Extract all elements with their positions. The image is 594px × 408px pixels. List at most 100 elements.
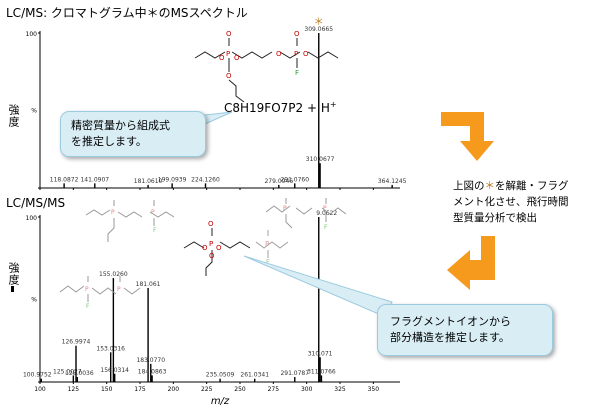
svg-text:F: F (295, 69, 299, 77)
y-tick-label-percent: % (31, 297, 37, 304)
svg-text:O: O (216, 244, 222, 252)
peak-label: 155.0260 (99, 271, 128, 278)
molecule-structure-gray-lower (59, 276, 141, 302)
peak-label: 261.0341 (240, 372, 269, 379)
molecule-structure-gray-right (265, 198, 347, 229)
peak-label: 184.0863 (138, 368, 167, 375)
y-tick-label-100: 100 (26, 215, 38, 222)
asterisk-marker: ＊ (484, 180, 496, 192)
molecule-structure-gray-left (85, 200, 175, 242)
x-tick-label: 350 (368, 386, 380, 393)
peak-label: 311.0766 (307, 368, 336, 375)
x-tick-label: 175 (134, 386, 146, 393)
svg-text:O: O (226, 30, 232, 38)
peak-label: 141.0907 (80, 176, 109, 183)
peak-label: 181.0610 (134, 178, 163, 185)
svg-text:P: P (151, 209, 155, 216)
arrow-left-icon (447, 236, 495, 290)
svg-text:O: O (276, 50, 282, 58)
svg-text:P: P (294, 50, 298, 58)
formula-text: C8H19FO7P2 + H (224, 101, 330, 115)
peak-asterisk-marker: ＊ (314, 17, 324, 28)
peak-label: 309.0665 (304, 26, 333, 33)
svg-text:P: P (111, 209, 115, 216)
peak-label: 224.1260 (191, 176, 220, 183)
y-tick-label-100: 100 (26, 31, 38, 38)
chart-title-msms: LC/MS/MS (6, 196, 66, 210)
svg-text:O: O (202, 244, 208, 252)
peak-label: 183.0770 (136, 357, 165, 364)
svg-text:P: P (117, 286, 121, 293)
description-line-2: メント化させ、飛行時間 (453, 196, 569, 208)
svg-text:F: F (153, 227, 157, 234)
x-tick-label: 300 (301, 386, 313, 393)
svg-text:O: O (226, 72, 232, 80)
x-tick-label: 100 (34, 386, 46, 393)
peak-label: 291.0760 (280, 176, 309, 183)
svg-text:O: O (219, 54, 225, 62)
x-tick-label: 200 (168, 386, 180, 393)
x-tick-label: 125 (68, 386, 80, 393)
x-tick-label: 225 (201, 386, 213, 393)
y-axis-label-top: 強度 (7, 104, 20, 128)
peak-label: 9.0622 (316, 210, 337, 217)
workflow-description: 上図の＊を解離・フラグ メント化させ、飛行時間 型質量分析で検出 (453, 178, 593, 226)
peak-label: 126.9974 (62, 339, 91, 346)
molecule-atoms-gray-lower: P P F (85, 286, 121, 310)
svg-text:P: P (323, 205, 327, 212)
x-axis-label: m/z (211, 396, 230, 407)
y-tick-label-percent: % (31, 108, 37, 115)
peak-label: 125.0027 (53, 368, 82, 375)
peak-label: 153.0316 (96, 345, 125, 352)
peak-label: 118.0872 (50, 176, 79, 183)
x-tick-label: 250 (234, 386, 246, 393)
arrow-down-icon (441, 112, 494, 161)
peak-label: 310.071 (308, 350, 333, 357)
spectrum-bottom: 100% 100 125 150 175 200 225 250 275 300 325 350 100… (23, 210, 400, 407)
peak-label: 156.0314 (100, 367, 129, 374)
peak-label: 128.0036 (65, 370, 94, 377)
molecule-structure-fragment-gray (255, 230, 289, 258)
x-tick-label: 150 (101, 386, 113, 393)
callout-top-line-1: 精密質量から組成式 (71, 119, 170, 132)
svg-text:O: O (234, 54, 240, 62)
svg-text:P: P (265, 240, 269, 248)
molecule-atoms-fragment: P O O O O P F (202, 220, 270, 266)
svg-text:P: P (283, 205, 287, 212)
peak-label: 181.061 (136, 281, 161, 288)
x-tick-label: 275 (268, 386, 280, 393)
callout-top: 精密質量から組成式 を推定します。 (60, 111, 206, 157)
y-axis-label-bottom: 強度 (7, 262, 20, 286)
svg-text:F: F (86, 303, 90, 310)
svg-text:O: O (209, 252, 215, 260)
formula: C8H19FO7P2 + H+ (224, 100, 337, 115)
peak-label: 310.0677 (306, 156, 335, 163)
callout-pointer-bottom (243, 255, 393, 319)
peak-label: 291.0787 (280, 370, 309, 377)
molecule-atoms-gray-left: P P F (111, 209, 157, 234)
molecule-atoms-gray-right: P P F (283, 205, 328, 231)
callout-bottom-line-2: 部分構造を推定します。 (390, 331, 510, 344)
svg-text:O: O (208, 220, 214, 228)
peak-label: 199.0939 (158, 176, 187, 183)
peak-label: 364.1245 (378, 178, 407, 185)
axis-marker (11, 286, 14, 292)
svg-text:O: O (303, 50, 309, 58)
molecule-atoms-top: P P O O O O O O O F (219, 30, 309, 80)
svg-text:P: P (209, 240, 213, 248)
peak-label: 279.0946 (264, 178, 293, 185)
chart-title-ms: LC/MS: クロマトグラム中＊のMSスペクトル (6, 6, 248, 20)
svg-text:P: P (85, 286, 89, 293)
callout-bottom: フラグメントイオンから 部分構造を推定します。 (377, 304, 553, 356)
svg-text:P: P (226, 50, 230, 58)
peak-label: 235.0509 (206, 372, 235, 379)
svg-text:O: O (294, 30, 300, 38)
svg-text:F: F (324, 224, 328, 231)
callout-top-line-2: を推定します。 (71, 135, 147, 148)
peak-label: 100.9752 (23, 372, 52, 379)
formula-charge: + (329, 100, 337, 109)
svg-text:F: F (266, 258, 270, 266)
description-line-3: 型質量分析で検出 (453, 212, 537, 224)
callout-bottom-line-1: フラグメントイオンから (390, 315, 511, 328)
